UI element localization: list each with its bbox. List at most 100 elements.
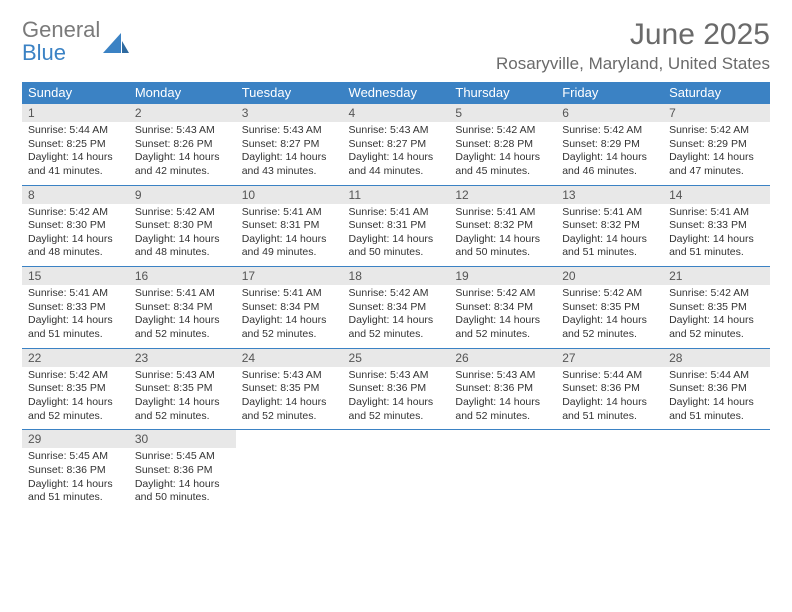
calendar-row: 15Sunrise: 5:41 AMSunset: 8:33 PMDayligh… (22, 267, 770, 349)
day-day1: Daylight: 14 hours (242, 233, 337, 247)
day-body: Sunrise: 5:42 AMSunset: 8:28 PMDaylight:… (449, 122, 556, 185)
day-cell: 18Sunrise: 5:42 AMSunset: 8:34 PMDayligh… (343, 267, 450, 349)
day-cell: 10Sunrise: 5:41 AMSunset: 8:31 PMDayligh… (236, 185, 343, 267)
day-day2: and 46 minutes. (562, 165, 657, 179)
day-sunrise: Sunrise: 5:42 AM (562, 287, 657, 301)
calendar-row: 1Sunrise: 5:44 AMSunset: 8:25 PMDaylight… (22, 104, 770, 186)
day-body: Sunrise: 5:41 AMSunset: 8:32 PMDaylight:… (449, 204, 556, 267)
day-sunrise: Sunrise: 5:42 AM (455, 287, 550, 301)
day-day1: Daylight: 14 hours (562, 151, 657, 165)
day-day1: Daylight: 14 hours (135, 151, 230, 165)
day-number: 10 (236, 186, 343, 204)
day-sunrise: Sunrise: 5:42 AM (28, 206, 123, 220)
day-number: 15 (22, 267, 129, 285)
day-body: Sunrise: 5:42 AMSunset: 8:30 PMDaylight:… (22, 204, 129, 267)
day-day1: Daylight: 14 hours (349, 396, 444, 410)
day-day1: Daylight: 14 hours (349, 233, 444, 247)
header-right: June 2025 Rosaryville, Maryland, United … (496, 18, 770, 74)
day-body: Sunrise: 5:41 AMSunset: 8:33 PMDaylight:… (663, 204, 770, 267)
day-day1: Daylight: 14 hours (669, 314, 764, 328)
day-cell: 15Sunrise: 5:41 AMSunset: 8:33 PMDayligh… (22, 267, 129, 349)
day-sunset: Sunset: 8:27 PM (349, 138, 444, 152)
day-number: 27 (556, 349, 663, 367)
calendar-row: 29Sunrise: 5:45 AMSunset: 8:36 PMDayligh… (22, 430, 770, 511)
day-number: 22 (22, 349, 129, 367)
day-body: Sunrise: 5:45 AMSunset: 8:36 PMDaylight:… (129, 448, 236, 511)
day-sunset: Sunset: 8:34 PM (135, 301, 230, 315)
day-sunset: Sunset: 8:27 PM (242, 138, 337, 152)
day-cell: 6Sunrise: 5:42 AMSunset: 8:29 PMDaylight… (556, 104, 663, 186)
day-cell: .. (663, 430, 770, 511)
page-header: General Blue June 2025 Rosaryville, Mary… (22, 18, 770, 74)
day-sunrise: Sunrise: 5:43 AM (349, 124, 444, 138)
day-day2: and 52 minutes. (135, 328, 230, 342)
day-day2: and 52 minutes. (135, 410, 230, 424)
day-day2: and 52 minutes. (349, 328, 444, 342)
day-sunset: Sunset: 8:30 PM (28, 219, 123, 233)
day-body: Sunrise: 5:44 AMSunset: 8:25 PMDaylight:… (22, 122, 129, 185)
day-day2: and 51 minutes. (669, 246, 764, 260)
day-day1: Daylight: 14 hours (349, 151, 444, 165)
dow-sunday: Sunday (22, 82, 129, 104)
day-day1: Daylight: 14 hours (135, 314, 230, 328)
day-number: 14 (663, 186, 770, 204)
day-body: Sunrise: 5:43 AMSunset: 8:27 PMDaylight:… (236, 122, 343, 185)
day-sunrise: Sunrise: 5:42 AM (455, 124, 550, 138)
day-sunrise: Sunrise: 5:43 AM (135, 124, 230, 138)
dow-tuesday: Tuesday (236, 82, 343, 104)
day-body: Sunrise: 5:42 AMSunset: 8:30 PMDaylight:… (129, 204, 236, 267)
day-body: Sunrise: 5:43 AMSunset: 8:26 PMDaylight:… (129, 122, 236, 185)
day-cell: .. (236, 430, 343, 511)
day-sunrise: Sunrise: 5:41 AM (349, 206, 444, 220)
day-body: Sunrise: 5:44 AMSunset: 8:36 PMDaylight:… (663, 367, 770, 430)
dow-friday: Friday (556, 82, 663, 104)
day-cell: 16Sunrise: 5:41 AMSunset: 8:34 PMDayligh… (129, 267, 236, 349)
day-sunrise: Sunrise: 5:41 AM (242, 206, 337, 220)
day-number: 1 (22, 104, 129, 122)
logo-line1: General (22, 17, 100, 42)
logo-line2: Blue (22, 41, 100, 64)
day-sunset: Sunset: 8:31 PM (349, 219, 444, 233)
dow-monday: Monday (129, 82, 236, 104)
day-day1: Daylight: 14 hours (28, 233, 123, 247)
day-cell: 26Sunrise: 5:43 AMSunset: 8:36 PMDayligh… (449, 348, 556, 430)
day-body: Sunrise: 5:44 AMSunset: 8:36 PMDaylight:… (556, 367, 663, 430)
day-sunrise: Sunrise: 5:43 AM (242, 124, 337, 138)
day-sunset: Sunset: 8:35 PM (242, 382, 337, 396)
day-day2: and 51 minutes. (28, 491, 123, 505)
day-number: 6 (556, 104, 663, 122)
day-day2: and 51 minutes. (562, 410, 657, 424)
day-number: 13 (556, 186, 663, 204)
day-sunset: Sunset: 8:36 PM (28, 464, 123, 478)
day-number: 26 (449, 349, 556, 367)
day-number: 9 (129, 186, 236, 204)
day-sunset: Sunset: 8:36 PM (135, 464, 230, 478)
day-sunrise: Sunrise: 5:45 AM (28, 450, 123, 464)
day-number: 12 (449, 186, 556, 204)
day-cell: 20Sunrise: 5:42 AMSunset: 8:35 PMDayligh… (556, 267, 663, 349)
day-cell: 23Sunrise: 5:43 AMSunset: 8:35 PMDayligh… (129, 348, 236, 430)
day-body: Sunrise: 5:42 AMSunset: 8:35 PMDaylight:… (663, 285, 770, 348)
day-cell: 9Sunrise: 5:42 AMSunset: 8:30 PMDaylight… (129, 185, 236, 267)
day-cell: 3Sunrise: 5:43 AMSunset: 8:27 PMDaylight… (236, 104, 343, 186)
day-day2: and 50 minutes. (455, 246, 550, 260)
day-day2: and 47 minutes. (669, 165, 764, 179)
day-day2: and 52 minutes. (242, 328, 337, 342)
page-title: June 2025 (496, 18, 770, 52)
day-sunset: Sunset: 8:28 PM (455, 138, 550, 152)
day-body: Sunrise: 5:41 AMSunset: 8:34 PMDaylight:… (129, 285, 236, 348)
day-day2: and 50 minutes. (349, 246, 444, 260)
day-sunrise: Sunrise: 5:44 AM (562, 369, 657, 383)
day-sunset: Sunset: 8:36 PM (349, 382, 444, 396)
day-sunrise: Sunrise: 5:41 AM (669, 206, 764, 220)
day-sunrise: Sunrise: 5:44 AM (669, 369, 764, 383)
day-day1: Daylight: 14 hours (455, 396, 550, 410)
calendar-row: 22Sunrise: 5:42 AMSunset: 8:35 PMDayligh… (22, 348, 770, 430)
day-number: 20 (556, 267, 663, 285)
day-cell: 25Sunrise: 5:43 AMSunset: 8:36 PMDayligh… (343, 348, 450, 430)
day-body: Sunrise: 5:41 AMSunset: 8:33 PMDaylight:… (22, 285, 129, 348)
day-body: Sunrise: 5:45 AMSunset: 8:36 PMDaylight:… (22, 448, 129, 511)
day-sunset: Sunset: 8:32 PM (455, 219, 550, 233)
day-number: 29 (22, 430, 129, 448)
dow-thursday: Thursday (449, 82, 556, 104)
